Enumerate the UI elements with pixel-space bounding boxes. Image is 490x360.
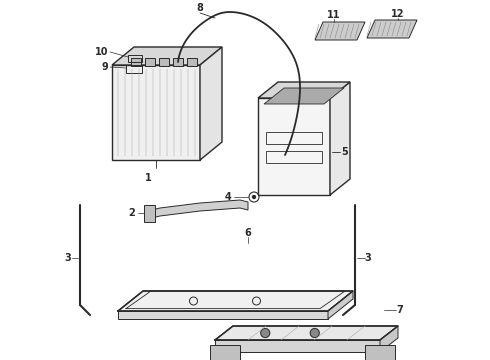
Polygon shape [215,326,398,340]
Polygon shape [145,58,155,66]
Text: 7: 7 [396,305,403,315]
Polygon shape [187,58,197,66]
Text: 3: 3 [65,253,72,263]
Text: 12: 12 [391,9,405,19]
Text: 9: 9 [101,62,108,72]
Polygon shape [315,22,365,40]
Polygon shape [200,47,222,160]
Polygon shape [159,58,169,66]
Polygon shape [173,58,183,66]
Polygon shape [264,88,344,104]
Polygon shape [330,82,350,195]
Text: 4: 4 [224,192,231,202]
Text: 6: 6 [245,228,251,238]
Text: 3: 3 [365,253,371,263]
Polygon shape [118,291,353,311]
Text: 5: 5 [342,147,348,157]
Text: 8: 8 [196,3,203,13]
Polygon shape [380,326,398,352]
Bar [258,98,330,195]
Polygon shape [367,20,417,38]
Polygon shape [152,200,248,218]
Polygon shape [328,291,353,319]
Circle shape [310,328,319,338]
Bar [266,151,322,163]
Text: 10: 10 [95,47,108,57]
Circle shape [261,328,270,338]
Bar [126,65,142,73]
Polygon shape [118,311,328,319]
Polygon shape [365,345,395,360]
Bar [266,132,322,144]
Polygon shape [215,340,380,352]
Bar [112,65,200,160]
Polygon shape [112,47,222,65]
Polygon shape [131,58,141,66]
Text: 1: 1 [145,173,151,183]
Bar [128,55,142,62]
Polygon shape [258,82,350,98]
Circle shape [252,195,255,198]
Polygon shape [210,345,240,360]
Polygon shape [144,205,155,222]
Text: 11: 11 [327,10,341,20]
Text: 2: 2 [129,208,135,218]
